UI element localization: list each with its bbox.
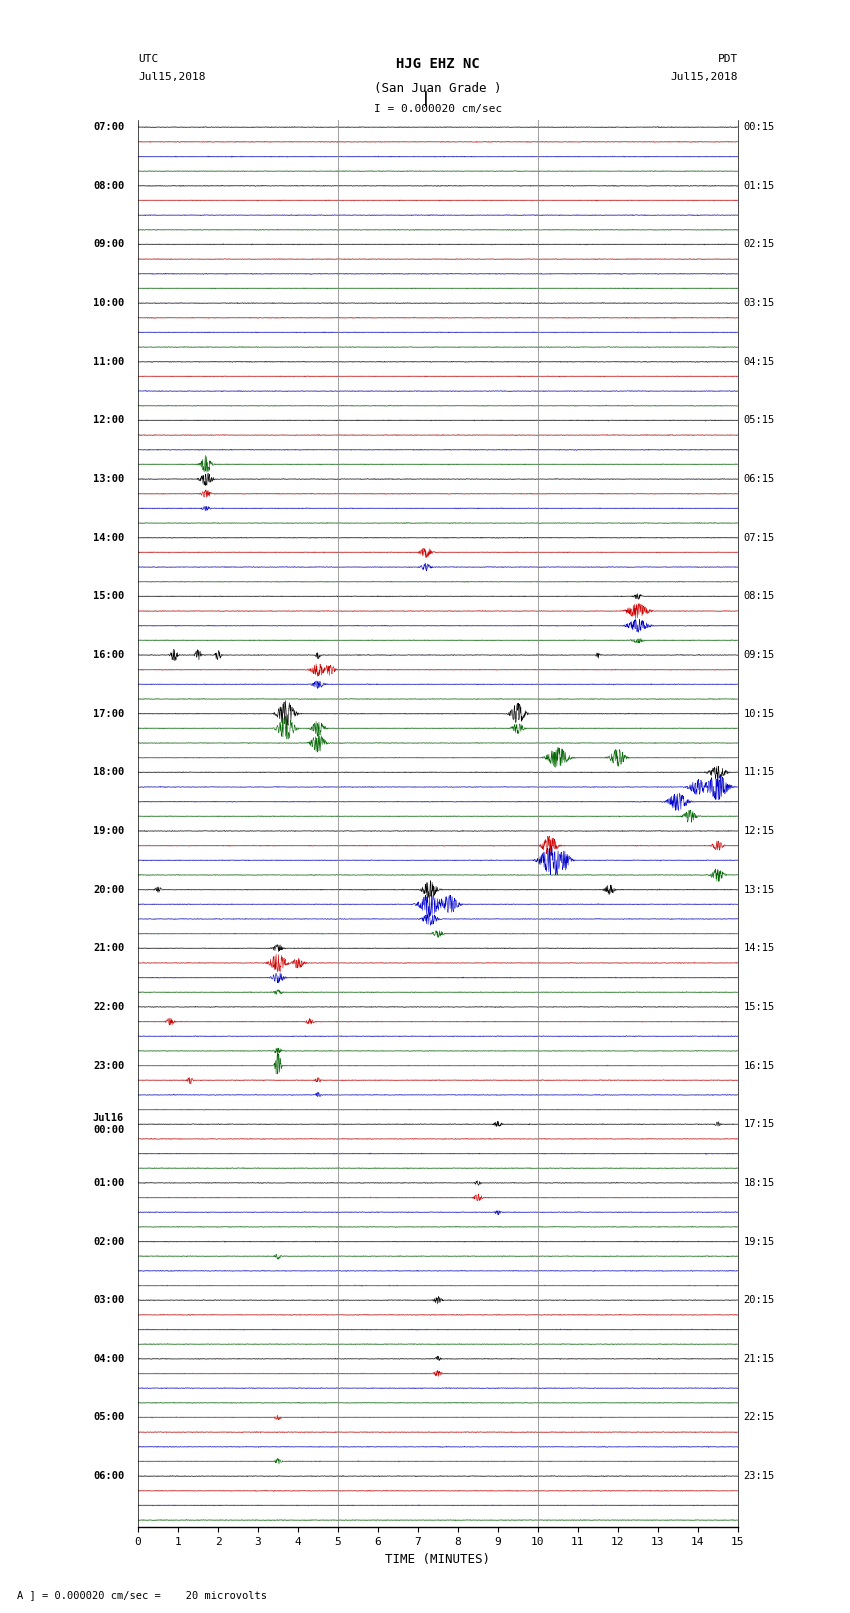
Text: 20:00: 20:00 bbox=[93, 884, 124, 895]
Text: I = 0.000020 cm/sec: I = 0.000020 cm/sec bbox=[374, 105, 502, 115]
Text: PDT: PDT bbox=[717, 53, 738, 63]
Text: 04:00: 04:00 bbox=[93, 1353, 124, 1365]
Text: 06:15: 06:15 bbox=[744, 474, 775, 484]
Text: 22:00: 22:00 bbox=[93, 1002, 124, 1011]
Text: 08:00: 08:00 bbox=[93, 181, 124, 190]
Text: 19:00: 19:00 bbox=[93, 826, 124, 836]
Text: 18:00: 18:00 bbox=[93, 768, 124, 777]
Text: 14:15: 14:15 bbox=[744, 944, 775, 953]
Text: 18:15: 18:15 bbox=[744, 1177, 775, 1187]
Text: HJG EHZ NC: HJG EHZ NC bbox=[396, 56, 479, 71]
Text: 01:00: 01:00 bbox=[93, 1177, 124, 1187]
Text: 12:00: 12:00 bbox=[93, 416, 124, 426]
Text: 16:15: 16:15 bbox=[744, 1061, 775, 1071]
Text: 20:15: 20:15 bbox=[744, 1295, 775, 1305]
Text: Jul16
00:00: Jul16 00:00 bbox=[93, 1113, 124, 1136]
Text: 05:15: 05:15 bbox=[744, 416, 775, 426]
Text: 17:15: 17:15 bbox=[744, 1119, 775, 1129]
Text: UTC: UTC bbox=[138, 53, 158, 63]
Text: 22:15: 22:15 bbox=[744, 1413, 775, 1423]
Text: 14:00: 14:00 bbox=[93, 532, 124, 542]
Text: 03:00: 03:00 bbox=[93, 1295, 124, 1305]
Text: 06:00: 06:00 bbox=[93, 1471, 124, 1481]
Text: Jul15,2018: Jul15,2018 bbox=[670, 73, 738, 82]
Text: 21:15: 21:15 bbox=[744, 1353, 775, 1365]
Text: 08:15: 08:15 bbox=[744, 592, 775, 602]
X-axis label: TIME (MINUTES): TIME (MINUTES) bbox=[385, 1553, 490, 1566]
Text: 07:15: 07:15 bbox=[744, 532, 775, 542]
Text: 21:00: 21:00 bbox=[93, 944, 124, 953]
Text: 11:15: 11:15 bbox=[744, 768, 775, 777]
Text: 03:15: 03:15 bbox=[744, 298, 775, 308]
Text: 10:00: 10:00 bbox=[93, 298, 124, 308]
Text: (San Juan Grade ): (San Juan Grade ) bbox=[374, 82, 502, 95]
Text: 13:15: 13:15 bbox=[744, 884, 775, 895]
Text: 16:00: 16:00 bbox=[93, 650, 124, 660]
Text: 12:15: 12:15 bbox=[744, 826, 775, 836]
Text: 04:15: 04:15 bbox=[744, 356, 775, 366]
Text: 02:00: 02:00 bbox=[93, 1237, 124, 1247]
Text: 09:00: 09:00 bbox=[93, 239, 124, 250]
Text: 15:00: 15:00 bbox=[93, 592, 124, 602]
Text: 01:15: 01:15 bbox=[744, 181, 775, 190]
Text: 11:00: 11:00 bbox=[93, 356, 124, 366]
Text: 07:00: 07:00 bbox=[93, 123, 124, 132]
Text: 17:00: 17:00 bbox=[93, 708, 124, 719]
Text: A ] = 0.000020 cm/sec =    20 microvolts: A ] = 0.000020 cm/sec = 20 microvolts bbox=[17, 1590, 267, 1600]
Text: 02:15: 02:15 bbox=[744, 239, 775, 250]
Text: 23:00: 23:00 bbox=[93, 1061, 124, 1071]
Text: Jul15,2018: Jul15,2018 bbox=[138, 73, 206, 82]
Text: 05:00: 05:00 bbox=[93, 1413, 124, 1423]
Text: 13:00: 13:00 bbox=[93, 474, 124, 484]
Text: 00:15: 00:15 bbox=[744, 123, 775, 132]
Text: 09:15: 09:15 bbox=[744, 650, 775, 660]
Text: 10:15: 10:15 bbox=[744, 708, 775, 719]
Text: 19:15: 19:15 bbox=[744, 1237, 775, 1247]
Text: 15:15: 15:15 bbox=[744, 1002, 775, 1011]
Text: 23:15: 23:15 bbox=[744, 1471, 775, 1481]
